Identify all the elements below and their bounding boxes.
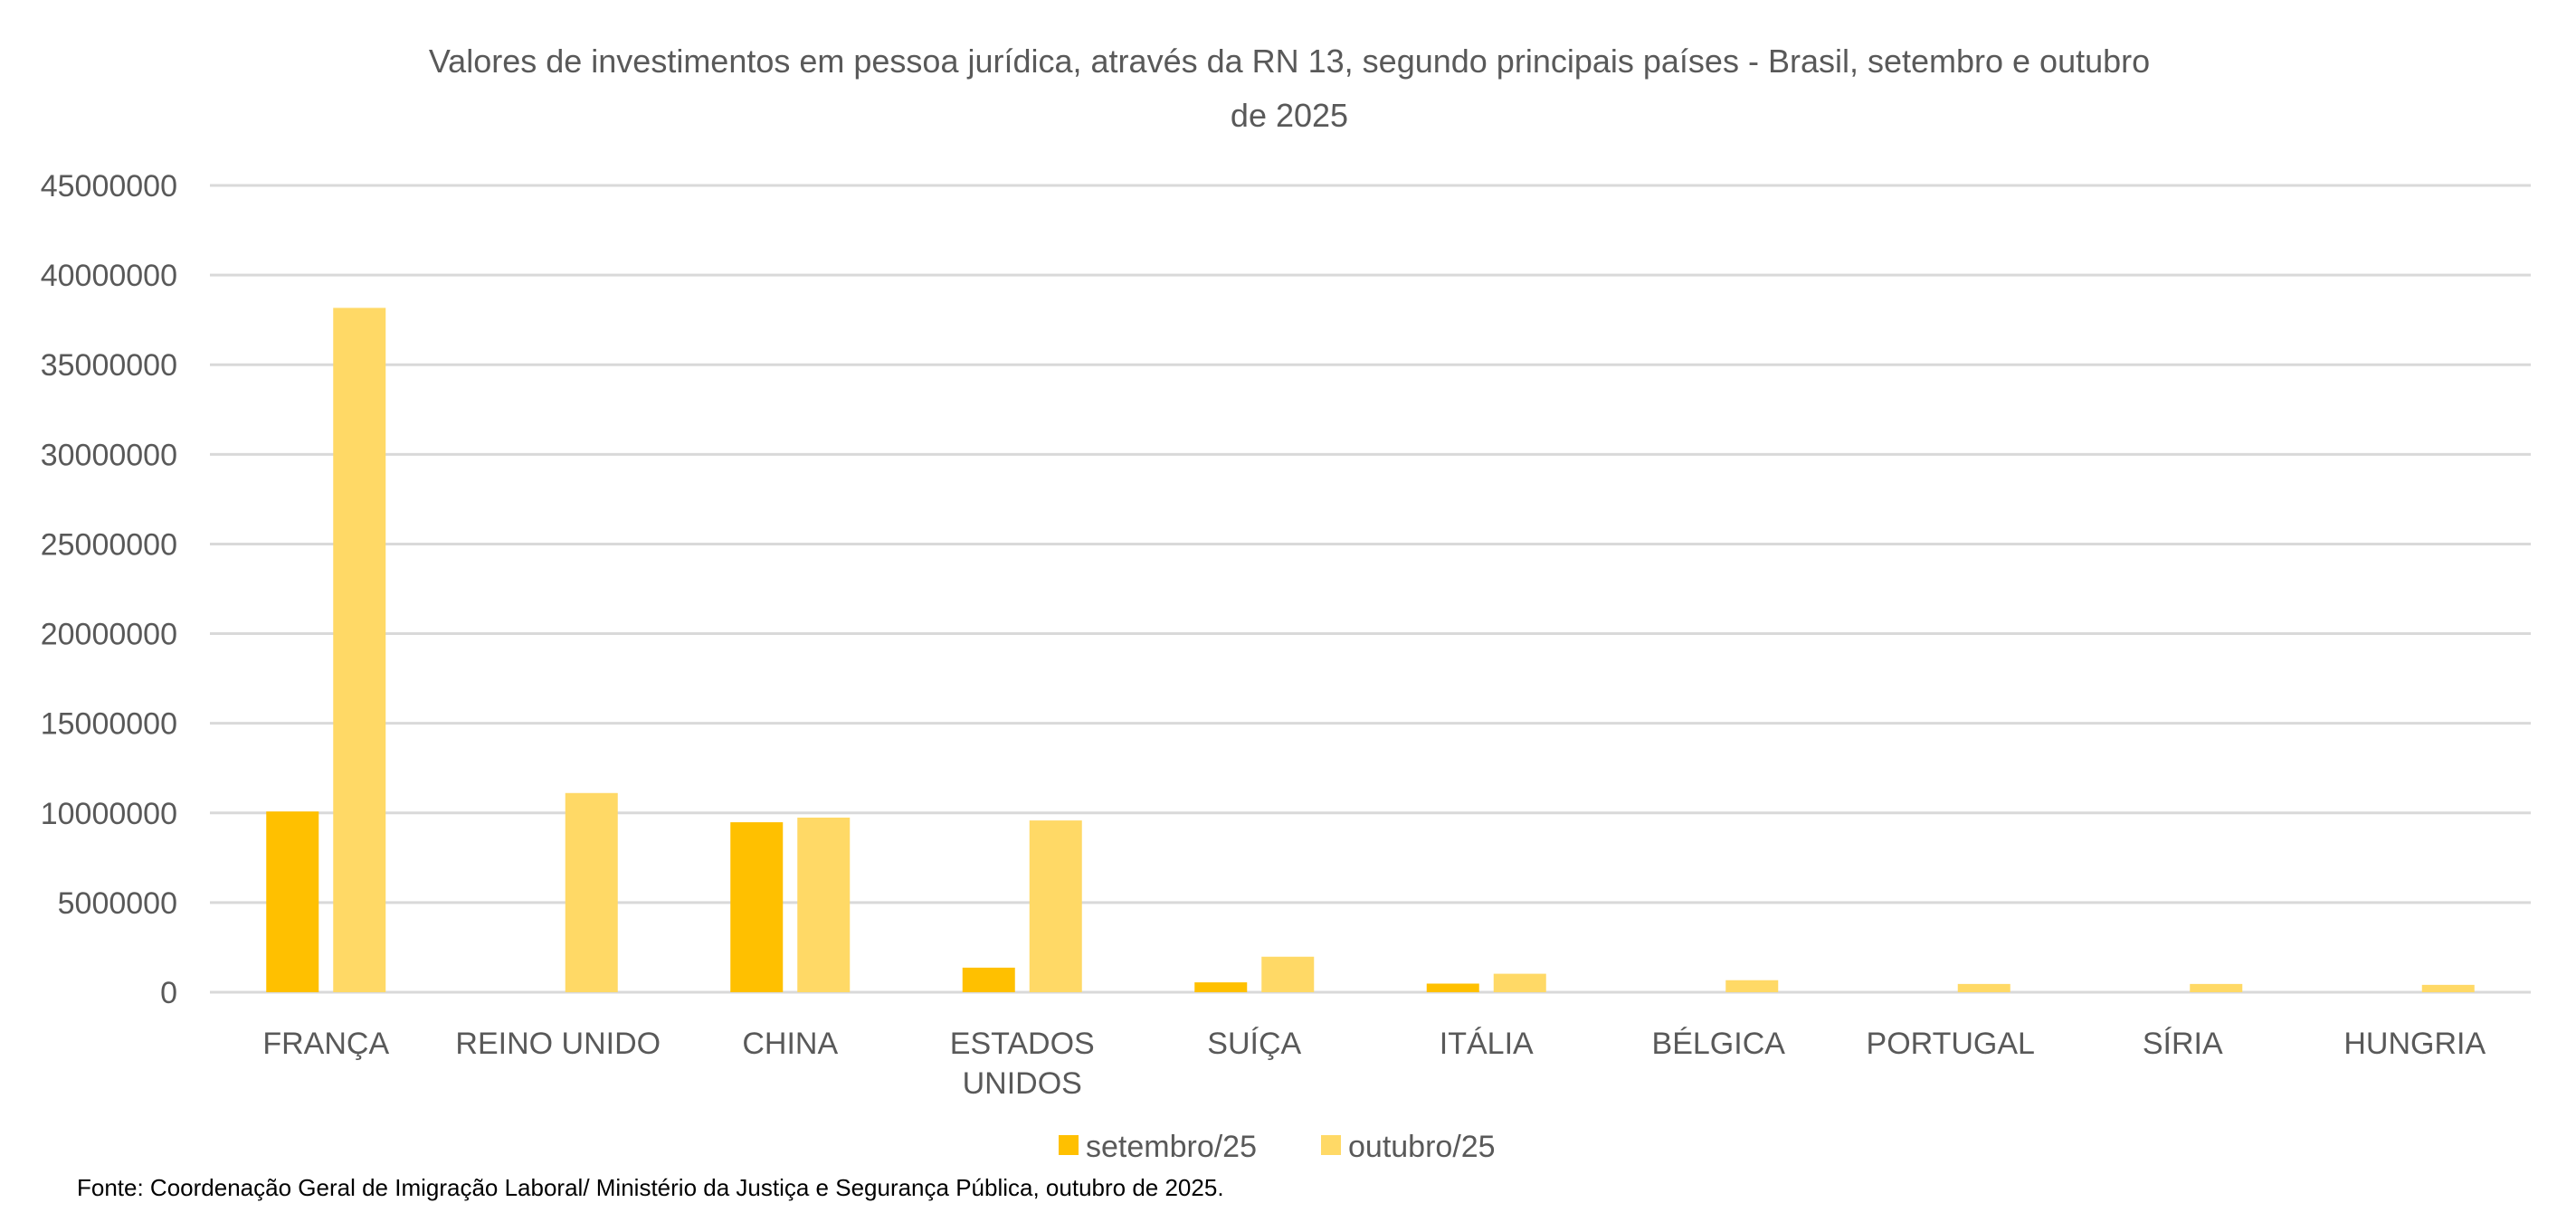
chart-title-line2: de 2025 — [1231, 97, 1348, 134]
bar-outubro — [2190, 983, 2243, 992]
bar-outubro — [1725, 980, 1779, 992]
legend-label: outubro/25 — [1348, 1130, 1496, 1164]
bar-outubro — [2421, 984, 2475, 992]
y-tick-label: 5000000 — [58, 886, 177, 921]
bar-setembro — [730, 822, 784, 992]
bar-outubro — [1957, 983, 2010, 992]
y-tick-label: 40000000 — [41, 259, 177, 293]
legend-label: setembro/25 — [1086, 1130, 1257, 1164]
bar-outubro — [565, 792, 618, 992]
y-tick-label: 15000000 — [41, 707, 177, 742]
y-tick-label: 10000000 — [41, 797, 177, 831]
x-category-label: CHINA — [742, 1027, 838, 1061]
y-tick-label: 30000000 — [41, 438, 177, 472]
legend-swatch — [1321, 1135, 1341, 1155]
y-tick-label: 0 — [160, 976, 177, 1010]
x-category-label: REINO UNIDO — [455, 1027, 661, 1061]
x-category-label: BÉLGICA — [1652, 1027, 1786, 1061]
bar-outubro — [1029, 820, 1082, 992]
y-tick-label: 25000000 — [41, 527, 177, 562]
x-category-label: HUNGRIA — [2343, 1027, 2486, 1061]
x-category-label: SÍRIA — [2143, 1027, 2223, 1061]
bar-outubro — [1493, 973, 1546, 992]
y-tick-label: 35000000 — [41, 348, 177, 383]
bar-setembro — [1426, 983, 1479, 992]
y-tick-label: 45000000 — [41, 169, 177, 204]
bar-setembro — [1194, 982, 1248, 992]
bar-outubro — [1261, 956, 1315, 992]
x-category-label: PORTUGAL — [1867, 1027, 2035, 1061]
x-category-label: FRANÇA — [262, 1027, 389, 1061]
y-tick-label: 20000000 — [41, 618, 177, 652]
x-category-label: SUÍÇA — [1207, 1027, 1301, 1061]
chart-title-line1: Valores de investimentos em pessoa juríd… — [429, 43, 2150, 80]
x-category-label: ESTADOS UNIDOS — [950, 1027, 1095, 1101]
x-category-label: ITÁLIA — [1440, 1027, 1534, 1061]
bar-setembro — [962, 967, 1015, 992]
bar-outubro — [797, 817, 851, 992]
source-note: Fonte: Coordenação Geral de Imigração La… — [77, 1174, 1224, 1201]
bar-outubro — [333, 308, 386, 993]
legend-swatch — [1059, 1135, 1079, 1155]
bar-setembro — [266, 811, 319, 992]
